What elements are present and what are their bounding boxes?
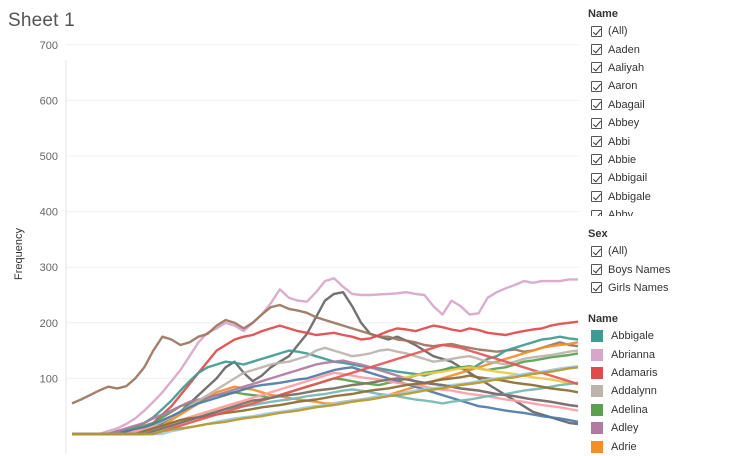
checkbox-checked-icon[interactable] xyxy=(591,191,602,203)
legend-list: Abbigale Abrianna Adamaris Addalynn Adelina A… xyxy=(588,327,736,456)
name-filter-item[interactable]: Abbi xyxy=(588,132,736,150)
legend-label: Abbigale xyxy=(611,330,654,343)
checkbox-checked-icon[interactable] xyxy=(591,62,602,74)
checkbox-checked-icon[interactable] xyxy=(591,264,602,276)
sex-filter-panel: Sex (All) Boys Names Girls Names xyxy=(588,226,736,297)
series-line[interactable] xyxy=(72,366,579,436)
series-line[interactable] xyxy=(72,346,579,436)
sex-filter-item[interactable]: (All) xyxy=(588,242,736,260)
legend-item[interactable]: Adamaris xyxy=(588,364,736,382)
legend-swatch xyxy=(591,330,603,343)
name-filter-label: Abbi xyxy=(608,135,631,148)
legend-item[interactable]: Adley xyxy=(588,419,736,437)
name-filter-label: Aaliyah xyxy=(608,61,645,74)
checkbox-checked-icon[interactable] xyxy=(591,172,602,184)
sheet-title: Sheet 1 xyxy=(8,10,75,31)
legend-swatch xyxy=(591,422,603,435)
legend-swatch xyxy=(591,440,603,453)
y-tick-label: 400 xyxy=(40,207,58,219)
legend-label: Adelina xyxy=(611,403,648,416)
sex-filter-label: Boys Names xyxy=(608,263,671,276)
name-filter-item[interactable]: Aaden xyxy=(588,40,736,58)
name-filter-label: Abbey xyxy=(608,117,640,130)
series-line[interactable] xyxy=(72,366,579,436)
series-line[interactable] xyxy=(72,377,579,436)
name-filter-label: Abbie xyxy=(608,153,637,166)
legend-swatch xyxy=(591,385,603,398)
name-filter-title: Name xyxy=(588,8,618,20)
y-tick-label: 200 xyxy=(40,318,58,330)
y-tick-label: 500 xyxy=(40,151,58,163)
y-axis-label: Frequency xyxy=(13,228,25,280)
checkbox-checked-icon[interactable] xyxy=(591,117,602,129)
name-filter-item[interactable]: (All) xyxy=(588,22,736,40)
name-filter-item[interactable]: Abbigail xyxy=(588,169,736,187)
checkbox-checked-icon[interactable] xyxy=(591,99,602,111)
chart-area[interactable]: 100 200 300 400 500 600 700 Frequency xyxy=(0,40,582,454)
legend-item[interactable]: Adelina xyxy=(588,401,736,419)
checkbox-checked-icon[interactable] xyxy=(591,209,602,216)
name-filter-label: Aaron xyxy=(608,80,638,93)
legend-item[interactable]: Addalynn xyxy=(588,382,736,400)
name-filter-item[interactable]: Abby xyxy=(588,206,736,216)
legend-label: Adrie xyxy=(611,440,637,453)
name-filter-label: Abbigale xyxy=(608,190,651,203)
checkbox-checked-icon[interactable] xyxy=(591,154,602,166)
sex-filter-title: Sex xyxy=(588,228,608,240)
legend-swatch xyxy=(591,348,603,361)
y-tick-label: 700 xyxy=(40,40,58,52)
legend-item[interactable]: Abrianna xyxy=(588,345,736,363)
name-filter-item[interactable]: Abbie xyxy=(588,151,736,169)
legend-item[interactable]: Abbigale xyxy=(588,327,736,345)
legend-label: Abrianna xyxy=(611,348,656,361)
sex-filter-item[interactable]: Boys Names xyxy=(588,260,736,278)
legend-label: Adley xyxy=(611,422,639,435)
name-filter-item[interactable]: Aaliyah xyxy=(588,59,736,77)
name-filter-panel: Name (All) Aaden Aaliyah Aaron Abagail Abbey A… xyxy=(588,6,736,216)
name-filter-label: Abagail xyxy=(608,98,645,111)
y-tick-label: 300 xyxy=(40,262,58,274)
name-filter-label: Abbigail xyxy=(608,172,648,185)
legend-swatch xyxy=(591,366,603,379)
legend-label: Adamaris xyxy=(611,366,658,379)
y-tick-label: 100 xyxy=(40,373,58,385)
line-chart[interactable]: 100 200 300 400 500 600 700 Frequency xyxy=(0,40,582,454)
sex-filter-list[interactable]: (All) Boys Names Girls Names xyxy=(588,242,736,297)
legend-item[interactable]: Adrie xyxy=(588,437,736,455)
checkbox-checked-icon[interactable] xyxy=(591,136,602,148)
legend-swatch xyxy=(591,403,603,416)
checkbox-checked-icon[interactable] xyxy=(591,44,602,56)
legend-title: Name xyxy=(588,313,618,325)
y-tick-label: 600 xyxy=(40,95,58,107)
name-filter-list[interactable]: (All) Aaden Aaliyah Aaron Abagail Abbey Abbi Ab… xyxy=(588,22,736,216)
name-filter-item[interactable]: Abagail xyxy=(588,96,736,114)
name-filter-item[interactable]: Abbigale xyxy=(588,188,736,206)
checkbox-checked-icon[interactable] xyxy=(591,80,602,92)
color-legend-panel: Name Abbigale Abrianna Adamaris Addalynn Ade… xyxy=(588,311,736,456)
name-filter-item[interactable]: Aaron xyxy=(588,77,736,95)
name-filter-label: (All) xyxy=(608,25,628,38)
name-filter-item[interactable]: Abbey xyxy=(588,114,736,132)
sex-filter-item[interactable]: Girls Names xyxy=(588,279,736,297)
series-line[interactable] xyxy=(71,303,579,405)
sex-filter-label: (All) xyxy=(608,245,628,258)
legend-label: Addalynn xyxy=(611,385,657,398)
name-filter-label: Abby xyxy=(608,209,634,216)
series-line[interactable] xyxy=(72,277,578,436)
name-filter-label: Aaden xyxy=(608,43,640,56)
checkbox-checked-icon[interactable] xyxy=(591,25,602,37)
checkbox-checked-icon[interactable] xyxy=(591,245,602,257)
checkbox-checked-icon[interactable] xyxy=(591,282,602,294)
sex-filter-label: Girls Names xyxy=(608,281,669,294)
